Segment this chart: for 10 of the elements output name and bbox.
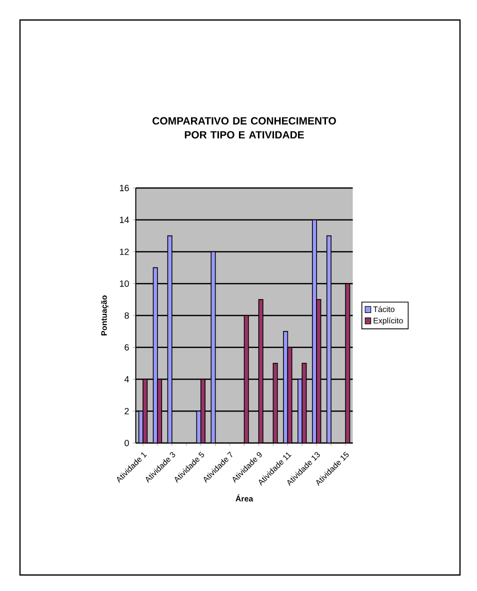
- chart-title: COMPARATIVO DE CONHECIMENTO POR TIPO E ATIVIDADE: [152, 117, 336, 139]
- y-tick-label: 10: [120, 280, 129, 287]
- y-tick-label: 2: [124, 408, 129, 414]
- y-tick-label: 16: [120, 184, 129, 192]
- y-tick-label: 0: [124, 440, 129, 446]
- y-tick-label: 14: [120, 216, 129, 223]
- y-tick-label: 6: [124, 344, 129, 351]
- y-tick-label: 8: [124, 312, 129, 319]
- y-tick-label: 12: [120, 248, 129, 255]
- y-tick-label: 4: [124, 376, 129, 382]
